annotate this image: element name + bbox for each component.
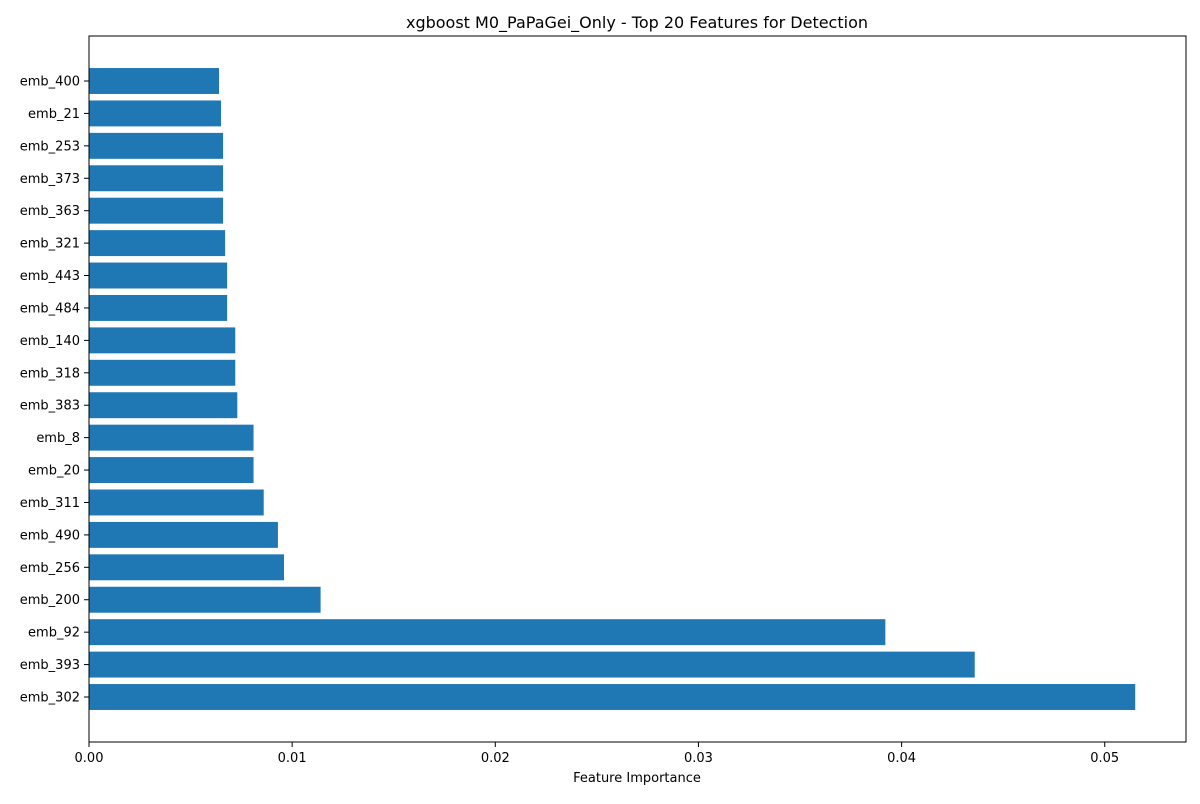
y-tick-label: emb_400 [20, 75, 80, 90]
y-tick-label: emb_253 [20, 139, 80, 154]
y-tick-label: emb_311 [20, 496, 80, 511]
x-tick-label: 0.01 [278, 751, 307, 766]
y-tick-label: emb_92 [28, 626, 80, 641]
y-tick-label: emb_256 [20, 561, 80, 576]
bar-emb-92 [89, 619, 886, 646]
x-tick-label: 0.00 [75, 751, 104, 766]
y-tick-label: emb_140 [20, 334, 80, 349]
y-tick-label: emb_8 [36, 431, 80, 446]
y-tick-label: emb_321 [20, 237, 80, 252]
plot-frame [88, 35, 1187, 743]
bar-emb-20 [89, 457, 254, 484]
y-tick-label: emb_21 [28, 107, 80, 122]
x-tick-label: 0.02 [481, 751, 510, 766]
bar-emb-200 [89, 586, 321, 613]
bar-emb-321 [89, 230, 226, 257]
bar-emb-363 [89, 197, 224, 224]
y-tick-label: emb_490 [20, 528, 80, 543]
bar-emb-318 [89, 359, 236, 386]
bar-emb-443 [89, 262, 228, 289]
x-axis-label: Feature Importance [573, 771, 701, 786]
bar-emb-302 [89, 684, 1136, 710]
bar-emb-256 [89, 554, 285, 581]
bar-emb-400 [89, 68, 220, 94]
bar-emb-373 [89, 165, 224, 192]
y-tick-label: emb_383 [20, 399, 80, 414]
y-tick-label: emb_302 [20, 691, 80, 706]
bar-emb-8 [89, 424, 254, 451]
bars-group [89, 68, 1136, 710]
y-tick-label: emb_393 [20, 658, 80, 673]
y-tick-label: emb_20 [28, 464, 80, 479]
bar-emb-484 [89, 294, 228, 321]
y-tick-label: emb_200 [20, 593, 80, 608]
x-axis-ticks: 0.00 0.01 0.02 0.03 0.04 0.05 [75, 742, 1119, 766]
bar-emb-21 [89, 100, 222, 127]
chart-title: xgboost M0_PaPaGei_Only - Top 20 Feature… [406, 13, 868, 33]
x-tick-label: 0.05 [1090, 751, 1119, 766]
bar-emb-311 [89, 489, 264, 516]
y-axis-ticks: emb_302 emb_393 emb_92 emb_200 emb_256 emb_49… [20, 75, 89, 706]
bar-emb-383 [89, 392, 238, 419]
bar-emb-253 [89, 132, 224, 159]
bar-emb-490 [89, 521, 278, 548]
y-tick-label: emb_373 [20, 172, 80, 187]
y-tick-label: emb_318 [20, 366, 80, 381]
x-tick-label: 0.03 [684, 751, 713, 766]
bar-emb-140 [89, 327, 236, 354]
x-tick-label: 0.04 [887, 751, 916, 766]
bar-emb-393 [89, 651, 975, 678]
y-tick-label: emb_484 [20, 301, 80, 316]
y-tick-label: emb_443 [20, 269, 80, 284]
y-tick-label: emb_363 [20, 204, 80, 219]
